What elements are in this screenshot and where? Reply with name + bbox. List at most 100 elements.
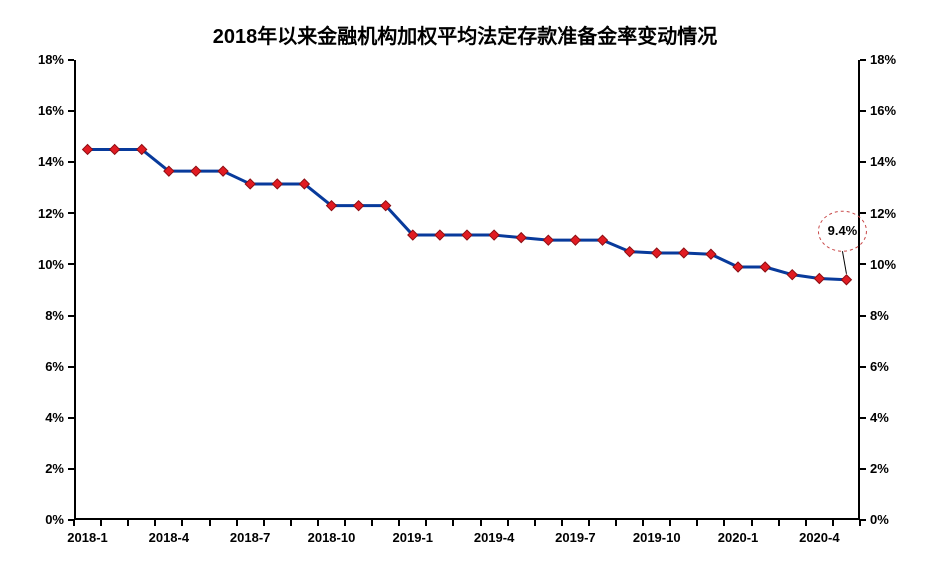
series-line (88, 149, 847, 279)
x-tick (236, 520, 238, 526)
series-marker (570, 235, 580, 245)
series-marker (760, 262, 770, 272)
y-tick-left (68, 366, 74, 368)
series-marker (679, 248, 689, 258)
x-tick (317, 520, 319, 526)
y-tick-label-left: 14% (20, 154, 64, 169)
y-tick-label-left: 16% (20, 103, 64, 118)
x-tick (127, 520, 129, 526)
y-tick-left (68, 417, 74, 419)
annotation-leader (842, 251, 846, 274)
x-tick-label: 2018-10 (308, 530, 356, 545)
y-tick-right (860, 161, 866, 163)
x-tick (452, 520, 454, 526)
chart-title: 2018年以来金融机构加权平均法定存款准备金率变动情况 (0, 20, 930, 49)
series-marker (841, 275, 851, 285)
x-tick-label: 2019-7 (555, 530, 595, 545)
x-tick (425, 520, 427, 526)
series-marker (191, 166, 201, 176)
y-tick-right (860, 212, 866, 214)
y-tick-label-right: 8% (870, 308, 889, 323)
x-tick (751, 520, 753, 526)
series-marker (489, 230, 499, 240)
x-tick (371, 520, 373, 526)
y-tick-left (68, 161, 74, 163)
y-tick-right (860, 110, 866, 112)
series-marker (110, 144, 120, 154)
x-tick (344, 520, 346, 526)
x-tick (263, 520, 265, 526)
x-tick-label: 2019-4 (474, 530, 514, 545)
x-tick (615, 520, 617, 526)
y-tick-right (860, 59, 866, 61)
x-tick (181, 520, 183, 526)
y-tick-left (68, 59, 74, 61)
x-tick (832, 520, 834, 526)
y-tick-left (68, 212, 74, 214)
y-tick-label-right: 6% (870, 359, 889, 374)
series-marker (83, 144, 93, 154)
series-marker (787, 270, 797, 280)
x-tick-label: 2019-1 (393, 530, 433, 545)
x-tick (100, 520, 102, 526)
y-tick-label-left: 6% (20, 359, 64, 374)
series-marker (435, 230, 445, 240)
x-tick (507, 520, 509, 526)
x-tick (805, 520, 807, 526)
x-tick (723, 520, 725, 526)
x-tick-label: 2019-10 (633, 530, 681, 545)
series-marker (652, 248, 662, 258)
y-tick-label-left: 8% (20, 308, 64, 323)
x-tick-label: 2020-4 (799, 530, 839, 545)
y-tick-label-right: 4% (870, 410, 889, 425)
series-marker (814, 274, 824, 284)
x-tick (696, 520, 698, 526)
x-tick (588, 520, 590, 526)
y-tick-label-right: 12% (870, 206, 896, 221)
series-marker (625, 247, 635, 257)
x-tick (73, 520, 75, 526)
series-marker (354, 201, 364, 211)
y-tick-label-left: 12% (20, 206, 64, 221)
x-tick-label: 2018-4 (149, 530, 189, 545)
y-tick-label-right: 14% (870, 154, 896, 169)
y-tick-label-left: 2% (20, 461, 64, 476)
series-marker (733, 262, 743, 272)
x-tick (859, 520, 861, 526)
x-tick-label: 2020-1 (718, 530, 758, 545)
x-tick (154, 520, 156, 526)
x-tick (398, 520, 400, 526)
y-tick-right (860, 417, 866, 419)
series-marker (706, 249, 716, 259)
x-tick (290, 520, 292, 526)
x-tick (778, 520, 780, 526)
series-marker (516, 233, 526, 243)
x-tick-label: 2018-7 (230, 530, 270, 545)
y-tick-label-right: 10% (870, 257, 896, 272)
x-tick (209, 520, 211, 526)
plot-area: 0%0%2%2%4%4%6%6%8%8%10%10%12%12%14%14%16… (74, 60, 860, 520)
y-tick-left (68, 110, 74, 112)
y-tick-label-right: 16% (870, 103, 896, 118)
y-tick-right (860, 366, 866, 368)
y-tick-label-left: 18% (20, 52, 64, 67)
x-tick (534, 520, 536, 526)
series-marker (462, 230, 472, 240)
y-tick-right (860, 468, 866, 470)
y-tick-left (68, 315, 74, 317)
series-marker (245, 179, 255, 189)
chart-container: 2018年以来金融机构加权平均法定存款准备金率变动情况 0%0%2%2%4%4%… (0, 0, 930, 572)
x-tick (480, 520, 482, 526)
series-marker (272, 179, 282, 189)
y-tick-right (860, 263, 866, 265)
y-tick-label-right: 0% (870, 512, 889, 527)
series-layer (74, 60, 860, 520)
y-tick-label-right: 18% (870, 52, 896, 67)
y-tick-label-left: 4% (20, 410, 64, 425)
x-tick-label: 2018-1 (67, 530, 107, 545)
x-tick (561, 520, 563, 526)
x-tick (669, 520, 671, 526)
series-marker (218, 166, 228, 176)
y-tick-left (68, 263, 74, 265)
series-marker (543, 235, 553, 245)
